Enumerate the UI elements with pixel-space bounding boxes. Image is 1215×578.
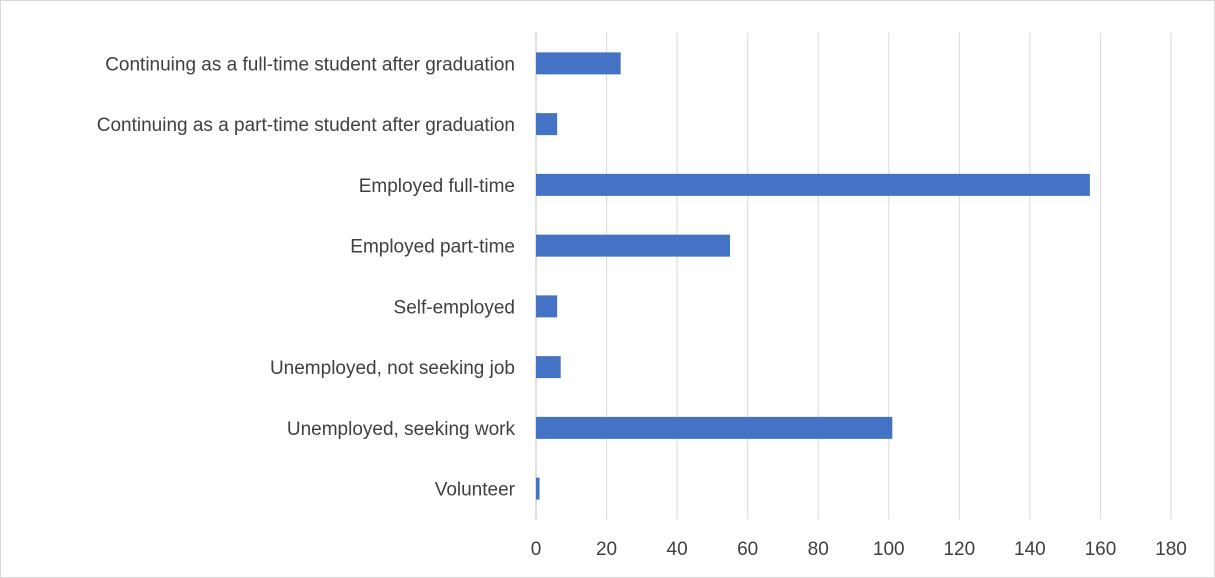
x-tick-label: 120 — [943, 539, 975, 560]
category-label: Continuing as a part-time student after … — [97, 115, 515, 136]
bar — [536, 234, 731, 257]
bar — [536, 52, 621, 75]
x-tick-label: 40 — [667, 539, 688, 560]
bar — [536, 295, 558, 318]
gridlines — [535, 33, 1172, 519]
x-tick-label: 0 — [531, 539, 542, 560]
category-label: Unemployed, seeking work — [287, 419, 516, 440]
x-tick-label: 140 — [1014, 539, 1046, 560]
category-label: Employed full-time — [359, 176, 515, 197]
x-tick-label: 60 — [737, 539, 758, 560]
x-tick-labels: 0 20 40 60 80 100 120 140 160 180 — [531, 539, 1187, 560]
category-label: Volunteer — [435, 480, 516, 501]
category-label: Self-employed — [394, 297, 515, 318]
bars — [536, 52, 1090, 500]
category-labels: Continuing as a full-time student after … — [97, 54, 516, 500]
category-label: Employed part-time — [350, 237, 515, 258]
x-tick-label: 160 — [1085, 539, 1117, 560]
x-tick-label: 20 — [596, 539, 617, 560]
bar — [536, 356, 561, 379]
bar — [536, 173, 1090, 196]
x-tick-label: 180 — [1155, 539, 1187, 560]
category-label: Continuing as a full-time student after … — [105, 54, 515, 75]
x-tick-label: 80 — [808, 539, 829, 560]
bar — [536, 113, 558, 136]
x-tick-label: 100 — [873, 539, 905, 560]
bar — [536, 477, 540, 500]
category-label: Unemployed, not seeking job — [270, 358, 515, 379]
bar — [536, 416, 893, 439]
